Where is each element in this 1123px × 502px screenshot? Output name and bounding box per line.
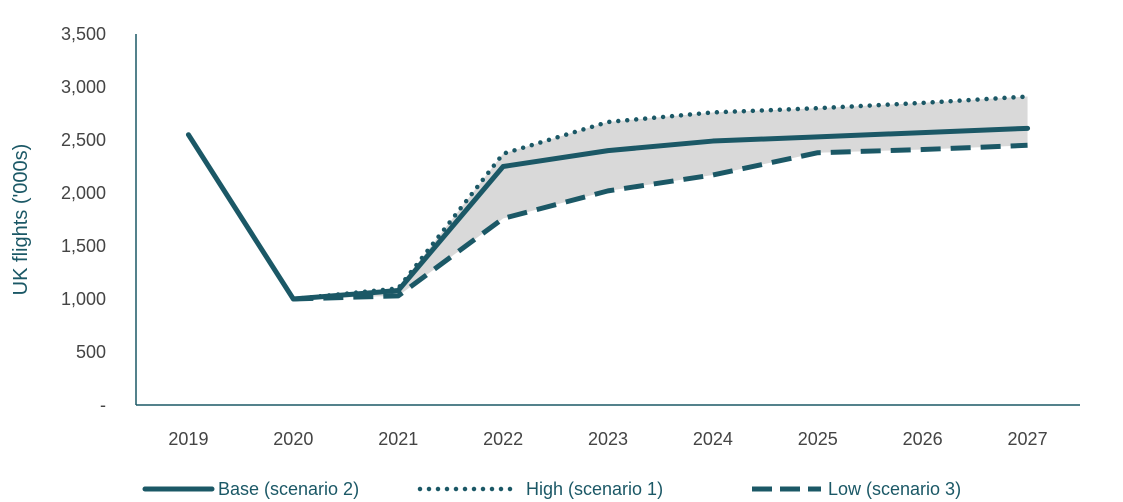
y-tick-label: - xyxy=(100,395,106,415)
series-layer xyxy=(185,94,1031,302)
x-tick-labels: 2019 2020 2021 2022 2023 2024 2025 2026 2027 xyxy=(168,429,1047,449)
legend-item-base: Base (scenario 2) xyxy=(142,479,359,499)
legend-label: Base (scenario 2) xyxy=(218,479,359,499)
x-tick-label: 2021 xyxy=(378,429,418,449)
high-series-line xyxy=(291,94,1030,302)
x-tick-label: 2025 xyxy=(798,429,838,449)
x-tick-label: 2027 xyxy=(1008,429,1048,449)
x-tick-label: 2024 xyxy=(693,429,733,449)
base-series-line xyxy=(185,125,1031,302)
low-series-line xyxy=(293,142,1028,302)
y-axis-title: UK flights ('000s) xyxy=(10,144,32,296)
legend-label: Low (scenario 3) xyxy=(828,479,961,499)
scenario-range-band xyxy=(293,96,1028,299)
y-tick-label: 1,000 xyxy=(61,289,106,309)
legend-item-low: Low (scenario 3) xyxy=(752,479,961,499)
legend-item-high: High (scenario 1) xyxy=(417,479,663,499)
x-tick-label: 2023 xyxy=(588,429,628,449)
y-tick-label: 2,500 xyxy=(61,130,106,150)
x-tick-label: 2019 xyxy=(168,429,208,449)
x-tick-label: 2020 xyxy=(273,429,313,449)
y-tick-labels: - 500 1,000 1,500 2,000 2,500 3,000 3,500 xyxy=(61,24,106,415)
y-tick-label: 3,500 xyxy=(61,24,106,44)
y-tick-label: 2,000 xyxy=(61,183,106,203)
y-tick-label: 500 xyxy=(76,342,106,362)
x-tick-label: 2026 xyxy=(903,429,943,449)
scenario-range-band-layer xyxy=(293,96,1028,299)
y-tick-label: 3,000 xyxy=(61,77,106,97)
legend-label: High (scenario 1) xyxy=(526,479,663,499)
legend: Base (scenario 2) High (scenario 1) Low (s… xyxy=(142,479,961,499)
y-tick-label: 1,500 xyxy=(61,236,106,256)
x-tick-label: 2022 xyxy=(483,429,523,449)
